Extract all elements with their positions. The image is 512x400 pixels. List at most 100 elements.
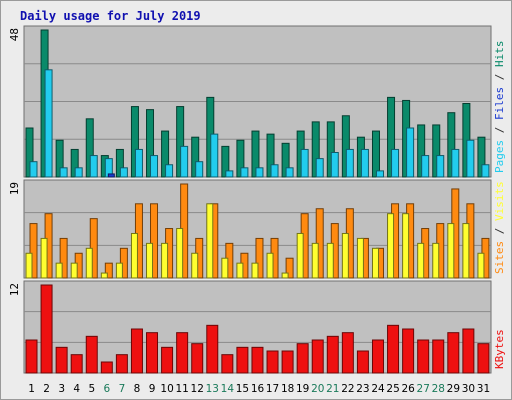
- bar-visits: [25, 252, 33, 279]
- x-tick-label: 17: [266, 383, 279, 395]
- x-tick-label: 19: [296, 383, 309, 395]
- bar-visits: [447, 223, 455, 279]
- bar-files: [285, 167, 294, 178]
- bar-files: [255, 167, 264, 178]
- bar-visits: [191, 252, 199, 279]
- bar-visits: [432, 242, 440, 279]
- bar-files: [466, 139, 475, 178]
- bar-visits: [417, 242, 425, 279]
- bar-files: [451, 148, 460, 178]
- bar-visits: [477, 252, 485, 279]
- x-tick-label: 26: [401, 383, 415, 395]
- x-tick-label: 12: [191, 383, 204, 395]
- bar-visits: [100, 272, 108, 279]
- bar-kbytes: [130, 328, 143, 374]
- x-tick-label: 2: [43, 383, 50, 395]
- bar-kbytes: [326, 335, 339, 374]
- ytick-max-hits: 48: [8, 28, 21, 41]
- bar-kbytes: [100, 361, 113, 374]
- x-tick-label: 29: [447, 383, 460, 395]
- x-tick-label: 9: [149, 383, 156, 395]
- x-tick-label: 7: [119, 383, 126, 395]
- bar-files: [436, 155, 445, 178]
- x-tick-label: 18: [281, 383, 294, 395]
- bar-visits: [296, 232, 304, 279]
- x-tick-label: 25: [386, 383, 399, 395]
- x-tick-label: 22: [341, 383, 354, 395]
- bar-kbytes: [40, 284, 53, 374]
- bar-kbytes: [55, 346, 68, 374]
- bar-visits: [55, 262, 63, 279]
- bar-visits: [462, 223, 470, 279]
- bar-visits: [70, 262, 78, 279]
- bar-kbytes: [371, 339, 384, 374]
- ylabel-hits: Pages / Files / Hits: [493, 41, 506, 174]
- bar-files: [195, 161, 204, 178]
- x-tick-label: 31: [477, 383, 490, 395]
- bar-kbytes: [161, 346, 174, 374]
- bar-visits: [161, 242, 169, 279]
- bar-kbytes: [191, 343, 204, 374]
- bar-files: [150, 155, 159, 178]
- bar-kbytes: [221, 354, 234, 374]
- panel-visits: 19 Sites / Visits: [8, 179, 506, 279]
- bar-files: [59, 167, 68, 178]
- bar-files: [225, 170, 234, 178]
- bar-pages: [107, 173, 115, 178]
- x-tick-label: 30: [462, 383, 475, 395]
- ylabel-part: Hits: [493, 41, 506, 68]
- ylabel-part: Pages: [493, 140, 506, 173]
- bar-kbytes: [402, 328, 415, 374]
- bar-visits: [221, 257, 229, 279]
- ytick-max-kbytes: 12: [8, 283, 21, 296]
- x-tick-label: 6: [104, 383, 111, 395]
- bar-visits: [371, 247, 379, 279]
- x-tick-label: 28: [432, 383, 445, 395]
- bar-visits: [326, 242, 334, 279]
- bar-files: [300, 148, 309, 178]
- bar-kbytes: [236, 346, 249, 374]
- bar-files: [270, 164, 279, 178]
- bar-files: [421, 155, 430, 178]
- bar-sites: [59, 237, 68, 279]
- bar-sites: [255, 237, 264, 279]
- x-tick-label: 13: [206, 383, 219, 395]
- bar-visits: [40, 237, 48, 279]
- x-tick-label: 10: [160, 383, 173, 395]
- bar-visits: [356, 237, 364, 279]
- bar-files: [165, 164, 174, 178]
- bar-files: [481, 164, 490, 178]
- x-tick-label: 14: [221, 383, 235, 395]
- bar-kbytes: [341, 332, 354, 374]
- bar-kbytes: [417, 339, 430, 374]
- bar-kbytes: [356, 350, 369, 374]
- ylabel-visits: Sites / Visits: [493, 181, 506, 274]
- x-tick-label: 23: [356, 383, 369, 395]
- ylabel-part: /: [493, 67, 506, 87]
- bar-files: [119, 167, 128, 178]
- bar-visits: [115, 262, 123, 279]
- bar-files: [44, 69, 53, 178]
- x-tick-label: 11: [175, 383, 188, 395]
- bar-sites: [150, 203, 159, 279]
- ylabel-part: Sites: [493, 241, 506, 274]
- bar-kbytes: [387, 324, 400, 374]
- ytick-max-visits: 19: [8, 182, 21, 195]
- x-tick-label: 1: [28, 383, 35, 395]
- bar-files: [180, 145, 189, 178]
- bar-kbytes: [296, 343, 309, 374]
- panel-kbytes: 12 KBytes: [8, 280, 506, 374]
- bar-kbytes: [70, 354, 83, 374]
- bar-kbytes: [281, 350, 294, 374]
- ylabel-part: Visits: [493, 181, 506, 221]
- bar-kbytes: [447, 332, 460, 374]
- bar-files: [315, 158, 324, 178]
- bar-files: [330, 152, 339, 178]
- bar-kbytes: [85, 335, 98, 374]
- bar-kbytes: [462, 328, 475, 374]
- bar-visits: [311, 242, 319, 279]
- bar-sites: [285, 257, 294, 279]
- x-tick-label: 3: [58, 383, 65, 395]
- bar-kbytes: [432, 339, 445, 374]
- bar-kbytes: [115, 354, 128, 374]
